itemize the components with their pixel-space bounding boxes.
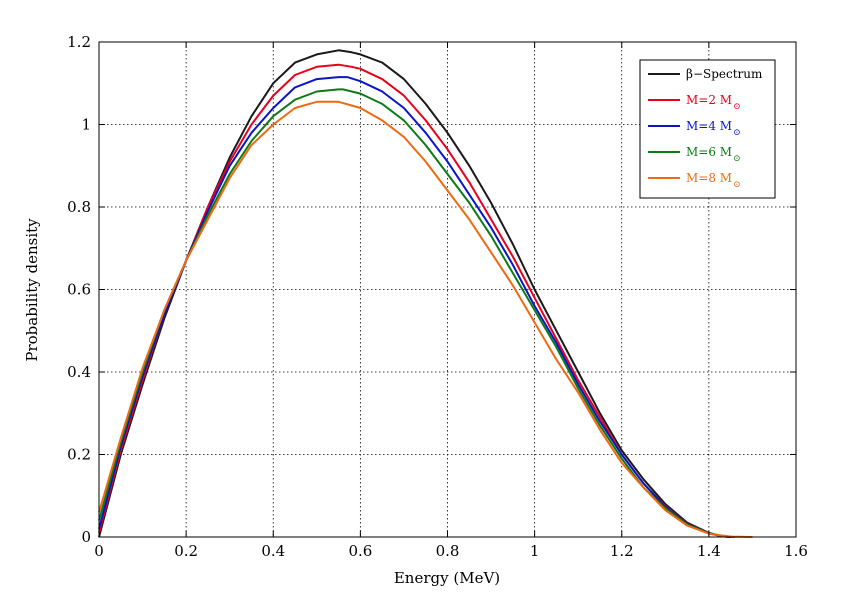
y-tick-label: 0.8: [67, 198, 91, 216]
x-axis-title: Energy (MeV): [394, 569, 500, 587]
y-tick-label: 1.2: [67, 33, 91, 51]
legend-subscript-4: ⊙: [733, 180, 741, 190]
y-tick-label: 0.4: [67, 363, 91, 381]
legend-label-1: M=2 M: [686, 93, 732, 107]
x-tick-label: 1.4: [697, 542, 721, 560]
ticks: 0 0.2 0.4 0.6 0.8 1 1.2 1.4 1.6 0 0.2 0.4 0.6 0.8 1 1.2: [67, 33, 808, 560]
legend-label-0: β−Spectrum: [686, 67, 763, 81]
x-tick-label: 1.6: [784, 542, 808, 560]
y-tick-label: 1: [81, 116, 91, 134]
x-tick-label: 0.4: [261, 542, 285, 560]
y-axis-title: Probability density: [23, 218, 41, 362]
x-tick-label: 0: [94, 542, 104, 560]
x-tick-label: 1.2: [610, 542, 634, 560]
legend-box: [639, 59, 776, 199]
x-tick-label: 0.6: [348, 542, 372, 560]
series-line-2: [98, 76, 731, 538]
x-tick-label: 0.2: [174, 542, 198, 560]
y-tick-label: 0.6: [67, 281, 91, 299]
x-tick-label: 1: [530, 542, 540, 560]
legend-label-2: M=4 M: [686, 119, 732, 133]
y-tick-label: 0: [81, 528, 91, 546]
series-layer: [98, 49, 753, 538]
legend-subscript-2: ⊙: [733, 128, 741, 138]
legend-subscript-1: ⊙: [733, 102, 741, 112]
legend-label-4: M=8 M: [686, 171, 732, 185]
y-tick-label: 0.2: [67, 446, 91, 464]
legend-label-3: M=6 M: [686, 145, 732, 159]
series-line-4: [98, 100, 753, 538]
legend-subscript-3: ⊙: [733, 154, 741, 164]
x-tick-label: 0.8: [436, 542, 460, 560]
